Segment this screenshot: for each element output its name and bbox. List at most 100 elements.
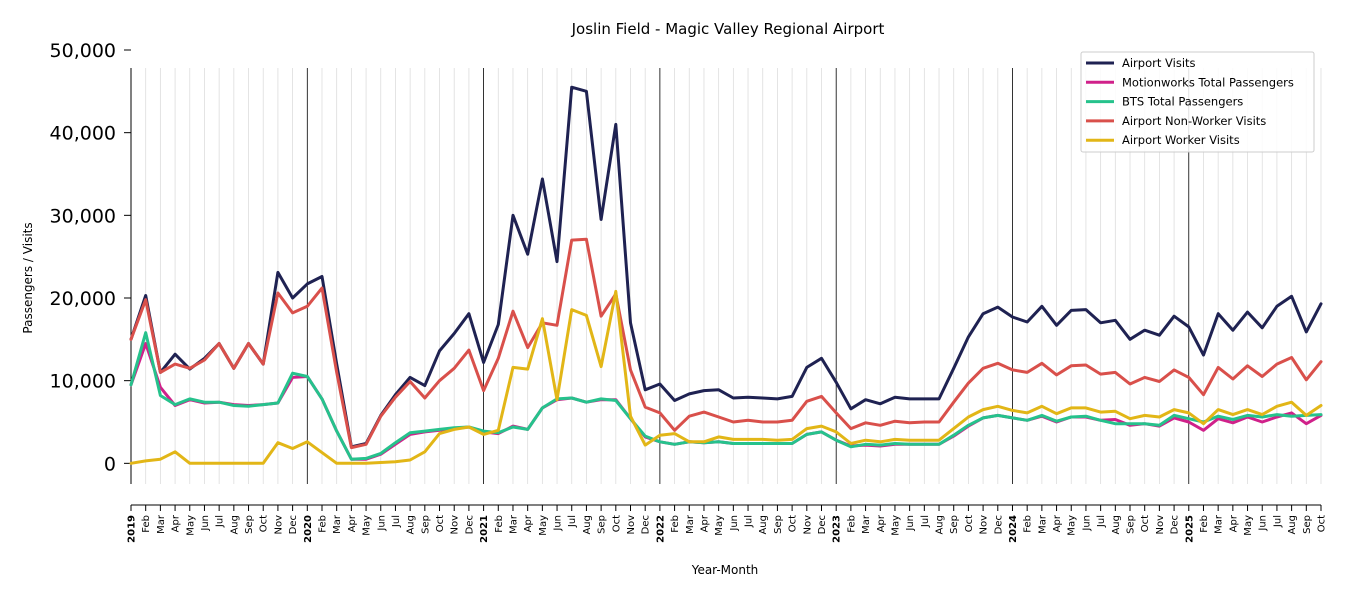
x-tick-label: Jul [1096,515,1107,528]
x-tick-label: Aug [935,515,946,535]
legend-label: Airport Visits [1122,56,1196,70]
x-tick-label: Jun [376,515,387,532]
legend-box [1080,51,1315,153]
x-tick-label: Apr [1228,514,1239,532]
x-tick-label: Sep [420,515,431,534]
x-tick-label: Feb [141,515,152,533]
x-tick-label: Nov [1155,515,1166,535]
x-tick-label: Mar [685,514,696,534]
x-tick-label: Mar [1214,514,1225,534]
x-tick-label: Nov [626,515,637,535]
x-tick-label: Feb [1199,515,1210,533]
x-tick-label: Feb [317,515,328,533]
y-tick-label: 20,000 [50,288,116,310]
legend-label: Airport Non-Worker Visits [1122,114,1266,128]
x-tick-label: Oct [1317,515,1328,532]
x-tick-label: Mar [861,514,872,534]
x-tick-label: Jun [1081,515,1092,532]
x-tick-label: Mar [156,514,167,534]
x-tick-label: May [185,515,196,536]
x-tick-label: Oct [611,515,622,532]
x-tick-label: May [890,515,901,536]
x-tick-label: Sep [597,515,608,534]
x-tick-label: Dec [993,515,1004,534]
x-tick-label: 2023 [832,515,843,543]
x-tick-label: Dec [288,515,299,534]
x-tick-label: Aug [582,515,593,535]
x-tick-label: Aug [758,515,769,535]
x-tick-label: Feb [1023,515,1034,533]
x-tick-label: Jul [567,515,578,528]
x-tick-label: Aug [406,515,417,535]
legend: Airport Visits Motionworks Total Passenge… [1080,51,1315,153]
x-tick-label: Aug [229,515,240,535]
x-tick-label: May [1243,515,1254,536]
x-tick-label: May [714,515,725,536]
x-tick-label: Jul [744,515,755,528]
x-tick-label: 2024 [1008,515,1019,543]
x-tick-label: Oct [964,515,975,532]
series-lines [129,85,1323,465]
x-tick-label: Apr [171,514,182,532]
x-tick-label: Feb [846,515,857,533]
legend-label: Airport Worker Visits [1122,133,1240,147]
x-tick-label: Nov [273,515,284,535]
x-tick-label: Jul [215,515,226,528]
x-tick-label: Apr [1052,514,1063,532]
x-tick-label: Jun [553,515,564,532]
series-line-airport-non-worker-visits [129,237,1323,450]
x-tick-label: Dec [817,515,828,534]
x-tick-label: 2022 [655,515,666,543]
x-tick-label: May [1067,515,1078,536]
x-tick-label: Dec [641,515,652,534]
x-tick-label: May [362,515,373,536]
x-tick-label: Sep [244,515,255,534]
y-tick-label: 40,000 [50,123,116,145]
x-axis-label: Year-Month [691,563,759,577]
x-tick-label: Apr [699,514,710,532]
x-tick-label: Jun [905,515,916,532]
x-tick-label: Nov [450,515,461,535]
x-tick-label: Feb [494,515,505,533]
x-tick-label: Oct [788,515,799,532]
x-tick-label: May [538,515,549,536]
y-tick-label: 50,000 [50,40,116,62]
x-tick-label: Aug [1287,515,1298,535]
x-tick-label: Mar [1037,514,1048,534]
x-tick-label: Jun [200,515,211,532]
x-tick-label: 2020 [303,515,314,543]
x-tick-label: Dec [464,515,475,534]
x-tick-label: Sep [1302,515,1313,534]
x-tick-label: Sep [949,515,960,534]
x-tick-label: Aug [1111,515,1122,535]
x-tick-label: Dec [1170,515,1181,534]
x-tick-label: Nov [979,515,990,535]
x-tick-label: Mar [332,514,343,534]
x-tick-label: Apr [876,514,887,532]
x-tick-label: Oct [1140,515,1151,532]
series-line-bts-total-passengers [129,331,1323,461]
legend-label: BTS Total Passengers [1122,95,1243,109]
series-line-airport-worker-visits [129,289,1323,465]
x-tick-label: Nov [802,515,813,535]
x-tick-label: Jul [1272,515,1283,528]
x-tick-label: Oct [435,515,446,532]
chart-title: Joslin Field - Magic Valley Regional Air… [571,20,885,38]
x-tick-label: Oct [259,515,270,532]
y-tick-label: 30,000 [50,205,116,227]
x-tick-label: Feb [670,515,681,533]
y-tick-label: 10,000 [50,371,116,393]
series-line-airport-visits [129,85,1323,449]
x-tick-label: Sep [773,515,784,534]
legend-label: Motionworks Total Passengers [1122,75,1294,89]
x-tick-label: Apr [523,514,534,532]
x-tick-label: Sep [1126,515,1137,534]
x-tick-label: 2021 [479,515,490,543]
x-tick-label: 2025 [1184,515,1195,543]
x-tick-label: 2019 [127,515,138,543]
x-tick-label: Jul [920,515,931,528]
y-axis-label: Passengers / Visits [21,222,35,333]
y-tick-label: 0 [104,453,116,475]
